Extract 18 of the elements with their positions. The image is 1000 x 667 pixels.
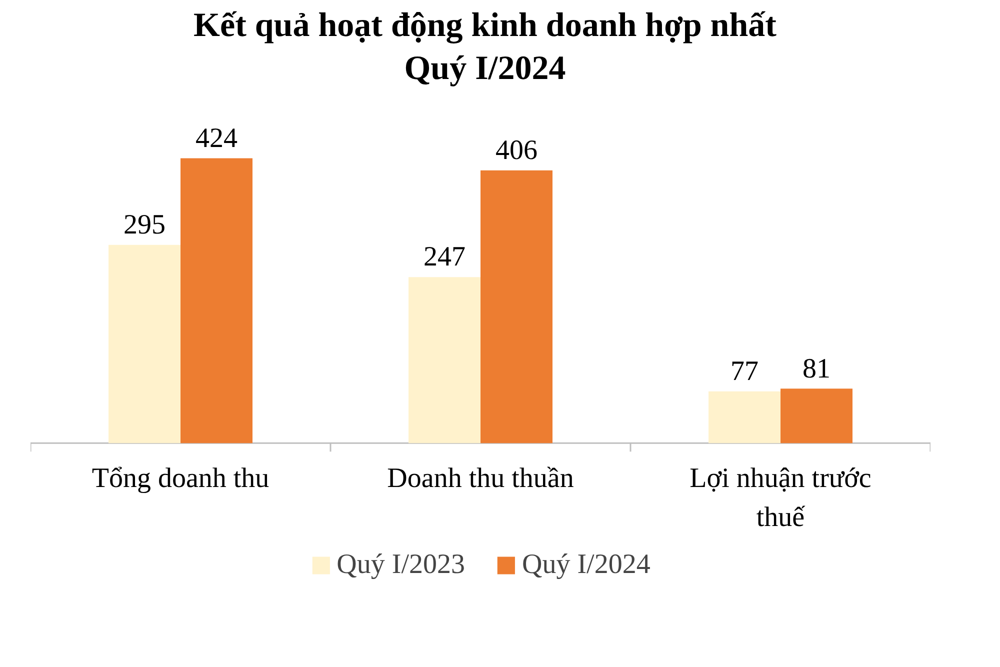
bar [480, 170, 552, 444]
x-tick-label: Doanh thu thuần [387, 463, 574, 494]
bar [108, 244, 180, 444]
data-label: 295 [124, 209, 166, 240]
data-label: 406 [496, 134, 538, 166]
x-tick-label: Tổng doanh thu [92, 463, 270, 494]
data-label: 81 [802, 353, 830, 384]
bar [180, 158, 252, 444]
bar [780, 388, 852, 444]
data-label: 247 [424, 242, 466, 273]
bar [708, 391, 780, 444]
bar [408, 277, 480, 444]
chart-title: Kết quả hoạt động kinh doanh hợp nhất Quý I/2024 [194, 6, 776, 88]
data-label: 77 [730, 356, 758, 387]
legend-label: Quý I/2024 [522, 549, 650, 581]
x-tick-label: Lợi nhuận trước thuế [690, 463, 872, 533]
legend-label: Quý I/2023 [336, 549, 465, 581]
data-label: 424 [196, 122, 238, 154]
